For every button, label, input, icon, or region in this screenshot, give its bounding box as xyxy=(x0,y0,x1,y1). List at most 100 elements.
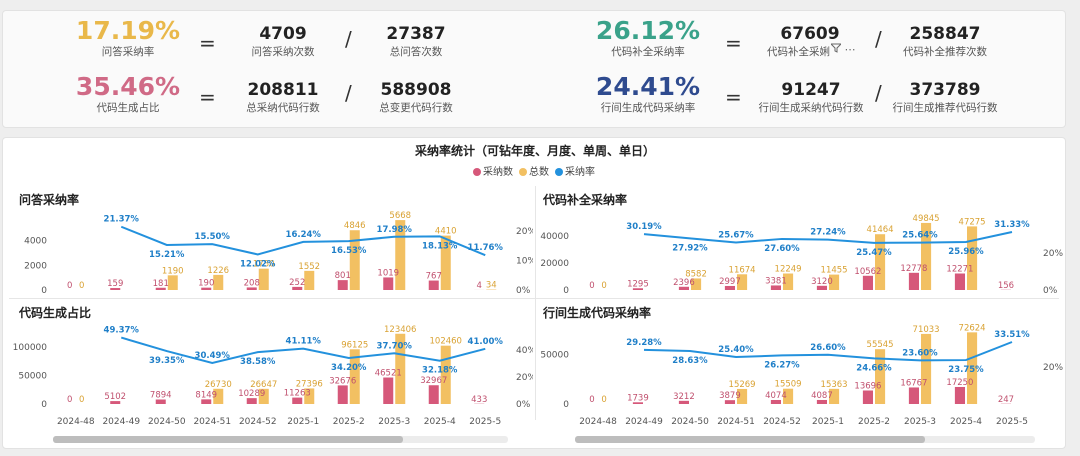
bar-total xyxy=(440,345,451,404)
bar-label-adopt: 801 xyxy=(335,271,351,281)
scrollbar-thumb-right[interactable] xyxy=(575,436,925,443)
kpi-completion-rate-label: 代码补全采纳率 xyxy=(611,46,685,58)
divide-sign: / xyxy=(875,81,882,105)
bar-adopt xyxy=(632,402,643,404)
rate-label: 23.60% xyxy=(902,348,938,358)
bar-label-adopt: 0 xyxy=(67,395,72,405)
bar-adopt xyxy=(908,387,919,404)
rate-label: 29.28% xyxy=(626,338,662,348)
bar-total xyxy=(967,226,978,290)
visual-toolbar[interactable]: ⋯ xyxy=(829,43,856,56)
legend-label-rate: 采纳率 xyxy=(565,167,595,178)
kpi-qa-rate-label: 问答采纳率 xyxy=(101,46,155,58)
rate-label: 15.50% xyxy=(195,232,231,242)
bar-label-total: 11674 xyxy=(729,265,756,275)
legend-dot-rate xyxy=(555,168,563,176)
bar-label-adopt: 11263 xyxy=(284,389,311,399)
kpi-codegen-ratio-label: 代码生成占比 xyxy=(96,102,160,114)
kpi-completion-adopt-value: 67609 xyxy=(780,24,840,44)
rate-line xyxy=(643,231,1013,244)
bar-label-adopt: 12271 xyxy=(946,264,973,274)
chart-qa[interactable]: 0200040000%10%20%00159181119019012262081… xyxy=(3,208,533,298)
bar-adopt xyxy=(724,285,735,290)
kpi-qa-total: 27387 总问答次数 xyxy=(361,23,471,59)
bar-label-adopt: 3212 xyxy=(673,392,695,402)
bar-adopt xyxy=(155,399,166,404)
kpi-qa-adopt-count-label: 问答采纳次数 xyxy=(251,46,315,58)
bar-adopt xyxy=(292,286,303,290)
bar-total xyxy=(967,332,978,404)
legend[interactable]: 采纳数 总数 采纳率 xyxy=(473,163,595,178)
rate-label: 24.66% xyxy=(856,363,892,373)
legend-item-adopt[interactable]: 采纳数 xyxy=(473,163,513,178)
bar-total xyxy=(921,222,932,290)
bar-label-adopt: 10562 xyxy=(854,267,881,277)
y-axis-tick-label: 100000 xyxy=(13,343,48,353)
bar-label-adopt: 156 xyxy=(998,281,1014,291)
kpi-codegen-total-lines-label: 总变更代码行数 xyxy=(379,102,453,114)
y2-axis-tick-label: 10% xyxy=(516,256,533,266)
bar-label-total: 96125 xyxy=(341,340,368,350)
bar-label-adopt: 208 xyxy=(244,278,260,288)
bar-label-adopt: 4 xyxy=(477,281,482,291)
legend-item-total[interactable]: 总数 xyxy=(519,163,549,178)
bar-label-adopt: 4074 xyxy=(765,391,787,401)
kpi-codegen-adopt-lines-value: 208811 xyxy=(247,80,319,100)
chart-codegen[interactable]: 0500001000000%20%40%002024-4851022024-49… xyxy=(3,320,533,430)
kpi-codegen-ratio: 35.46% 代码生成占比 xyxy=(73,73,183,115)
chart-title-codegen: 代码生成占比 xyxy=(19,306,92,320)
bar-total xyxy=(875,349,886,404)
rate-label: 18.13% xyxy=(422,241,458,251)
rate-label: 25.96% xyxy=(948,247,984,257)
bar-label-adopt: 17250 xyxy=(946,378,973,388)
x-axis-tick-label: 2025-4 xyxy=(950,417,982,427)
bar-label-total: 26730 xyxy=(205,380,232,390)
equals-sign: = xyxy=(199,85,216,109)
bar-label-total: 15509 xyxy=(775,380,802,390)
bar-label-adopt: 2396 xyxy=(673,278,695,288)
legend-label-total: 总数 xyxy=(529,167,549,178)
kpi-completion-total-label: 代码补全推荐次数 xyxy=(903,46,987,58)
bar-adopt xyxy=(816,399,827,404)
bar-total xyxy=(829,388,840,404)
bar-label-adopt: 0 xyxy=(589,395,594,405)
bar-adopt xyxy=(862,275,873,290)
x-axis-tick-label: 2025-2 xyxy=(333,417,365,427)
x-axis-tick-label: 2025-2 xyxy=(858,417,890,427)
vertical-divider xyxy=(535,186,536,420)
rate-label: 28.63% xyxy=(672,356,708,366)
rate-label: 30.19% xyxy=(626,222,662,232)
x-axis-tick-label: 2025-3 xyxy=(904,417,936,427)
kpi-inline-rate-label: 行间生成代码采纳率 xyxy=(600,102,696,114)
kpi-codegen-total-lines-value: 588908 xyxy=(380,80,452,100)
bar-total xyxy=(349,230,360,290)
scrollbar-thumb-left[interactable] xyxy=(53,436,403,443)
legend-label-adopt: 采纳数 xyxy=(483,167,513,178)
more-icon[interactable]: ⋯ xyxy=(844,43,856,56)
y-axis-tick-label: 0 xyxy=(563,286,569,296)
kpi-completion-total: 258847 代码补全推荐次数 xyxy=(885,23,1005,59)
rate-label: 27.24% xyxy=(810,228,846,238)
chart-title-completion: 代码补全采纳率 xyxy=(543,193,628,207)
bar-total xyxy=(395,220,406,290)
bar-label-total: 0 xyxy=(79,281,84,291)
chart-title-qa: 问答采纳率 xyxy=(19,193,80,207)
kpi-inline-total-value: 373789 xyxy=(909,80,981,100)
rate-label: 30.49% xyxy=(195,351,231,361)
divide-sign: / xyxy=(345,81,352,105)
x-axis-tick-label: 2024-52 xyxy=(763,417,801,427)
bar-label-adopt: 767 xyxy=(426,272,442,282)
kpi-inline-total: 373789 行间生成推荐代码行数 xyxy=(885,79,1005,115)
x-axis-tick-label: 2025-5 xyxy=(469,417,501,427)
x-axis-tick-label: 2024-49 xyxy=(625,417,663,427)
bar-adopt xyxy=(110,288,121,290)
bar-label-total: 0 xyxy=(79,395,84,405)
legend-item-rate[interactable]: 采纳率 xyxy=(555,163,595,178)
bar-label-adopt: 1295 xyxy=(627,279,649,289)
filter-icon[interactable] xyxy=(829,43,845,56)
bar-label-total: 102460 xyxy=(430,337,462,347)
bar-total xyxy=(921,333,932,404)
bar-adopt xyxy=(428,385,439,404)
